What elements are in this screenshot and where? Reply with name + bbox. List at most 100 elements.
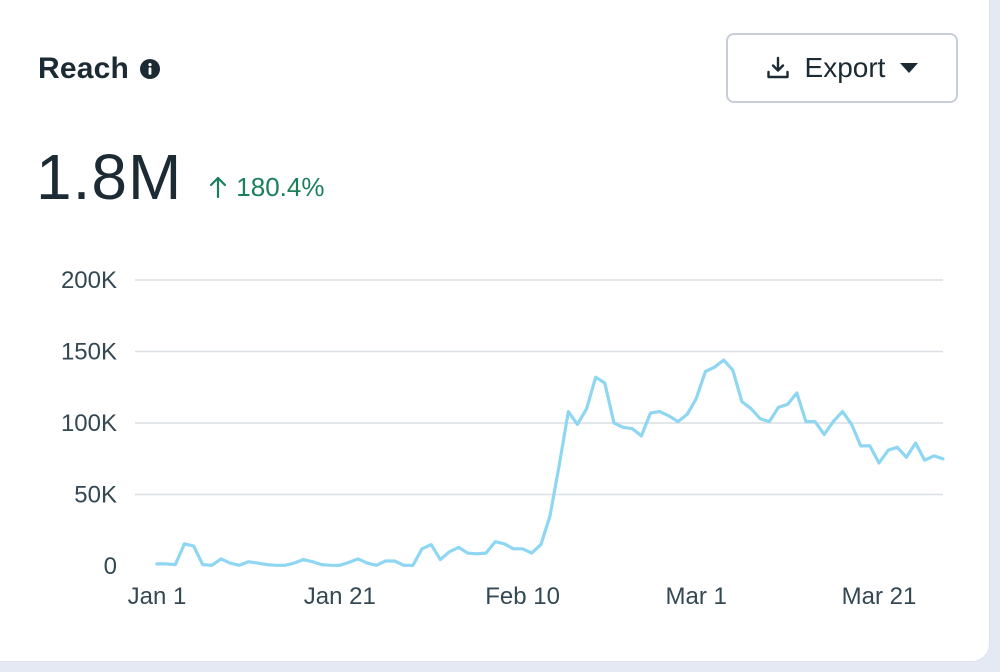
data-point[interactable]	[793, 389, 801, 397]
data-point[interactable]	[491, 538, 499, 546]
data-point[interactable]	[509, 545, 517, 553]
data-point[interactable]	[281, 561, 289, 569]
data-point[interactable]	[592, 373, 600, 381]
data-point[interactable]	[235, 561, 243, 569]
data-point[interactable]	[774, 403, 782, 411]
data-point[interactable]	[902, 453, 910, 461]
data-point[interactable]	[180, 540, 188, 548]
data-point[interactable]	[720, 356, 728, 364]
data-point[interactable]	[838, 408, 846, 416]
data-point[interactable]	[820, 430, 828, 438]
change-indicator: 180.4%	[208, 172, 324, 203]
data-point[interactable]	[674, 418, 682, 426]
data-point[interactable]	[528, 549, 536, 557]
data-point[interactable]	[939, 455, 947, 463]
data-point[interactable]	[583, 405, 591, 413]
data-point[interactable]	[656, 408, 664, 416]
data-point[interactable]	[729, 366, 737, 374]
data-point[interactable]	[409, 561, 417, 569]
data-point[interactable]	[363, 559, 371, 567]
data-point[interactable]	[290, 559, 298, 567]
title-row: Reach	[38, 52, 161, 86]
data-point[interactable]	[564, 408, 572, 416]
arrow-up-icon	[208, 175, 228, 199]
data-point[interactable]	[619, 423, 627, 431]
data-point[interactable]	[848, 420, 856, 428]
export-button[interactable]: Export	[726, 33, 958, 103]
data-point[interactable]	[162, 560, 170, 568]
data-point[interactable]	[610, 419, 618, 427]
data-point[interactable]	[628, 425, 636, 433]
data-point[interactable]	[217, 555, 225, 563]
data-point[interactable]	[464, 549, 472, 557]
data-point[interactable]	[455, 543, 463, 551]
data-point[interactable]	[875, 459, 883, 467]
data-point[interactable]	[299, 556, 307, 564]
data-point[interactable]	[244, 558, 252, 566]
data-point[interactable]	[473, 550, 481, 558]
data-point[interactable]	[555, 462, 563, 470]
data-point[interactable]	[765, 418, 773, 426]
data-point[interactable]	[272, 561, 280, 569]
data-point[interactable]	[637, 432, 645, 440]
data-point[interactable]	[711, 363, 719, 371]
data-point[interactable]	[372, 561, 380, 569]
x-tick-label: Mar 21	[842, 583, 917, 610]
data-point[interactable]	[893, 443, 901, 451]
data-point[interactable]	[226, 559, 234, 567]
data-point[interactable]	[482, 549, 490, 557]
data-point[interactable]	[701, 368, 709, 376]
x-tick-label: Feb 10	[485, 583, 560, 610]
data-point[interactable]	[866, 442, 874, 450]
data-point[interactable]	[784, 400, 792, 408]
info-icon[interactable]	[139, 58, 161, 80]
data-point[interactable]	[308, 558, 316, 566]
data-point[interactable]	[912, 439, 920, 447]
data-point[interactable]	[537, 541, 545, 549]
data-point[interactable]	[208, 561, 216, 569]
data-point[interactable]	[153, 560, 161, 568]
caret-down-icon	[899, 61, 919, 75]
data-point[interactable]	[546, 512, 554, 520]
data-point[interactable]	[500, 540, 508, 548]
data-point[interactable]	[318, 561, 326, 569]
data-point[interactable]	[519, 545, 527, 553]
data-point[interactable]	[647, 409, 655, 417]
data-point[interactable]	[930, 452, 938, 460]
data-point[interactable]	[884, 446, 892, 454]
data-point[interactable]	[573, 420, 581, 428]
y-tick-label: 50K	[74, 482, 117, 509]
data-point[interactable]	[921, 456, 929, 464]
data-point[interactable]	[418, 545, 426, 553]
data-point[interactable]	[601, 379, 609, 387]
data-point[interactable]	[391, 557, 399, 565]
data-point[interactable]	[427, 541, 435, 549]
data-point[interactable]	[400, 561, 408, 569]
x-tick-label: Jan 1	[128, 583, 187, 610]
data-point[interactable]	[738, 398, 746, 406]
data-point[interactable]	[829, 418, 837, 426]
data-point[interactable]	[381, 557, 389, 565]
data-point[interactable]	[254, 559, 262, 567]
data-point[interactable]	[692, 395, 700, 403]
data-point[interactable]	[756, 415, 764, 423]
data-point[interactable]	[747, 405, 755, 413]
data-point[interactable]	[345, 558, 353, 566]
data-point[interactable]	[327, 561, 335, 569]
data-point[interactable]	[354, 555, 362, 563]
x-tick-label: Mar 1	[666, 583, 727, 610]
data-point[interactable]	[683, 410, 691, 418]
data-point[interactable]	[190, 542, 198, 550]
data-point[interactable]	[802, 418, 810, 426]
data-point[interactable]	[436, 556, 444, 564]
data-point[interactable]	[811, 418, 819, 426]
y-axis-ticks: 0 50K 100K 150K 200K	[61, 267, 117, 580]
data-point[interactable]	[857, 442, 865, 450]
data-point[interactable]	[336, 561, 344, 569]
change-value: 180.4%	[236, 171, 325, 202]
data-point[interactable]	[199, 561, 207, 569]
data-point[interactable]	[445, 548, 453, 556]
data-point[interactable]	[171, 561, 179, 569]
data-point[interactable]	[263, 561, 271, 569]
data-point[interactable]	[665, 412, 673, 420]
